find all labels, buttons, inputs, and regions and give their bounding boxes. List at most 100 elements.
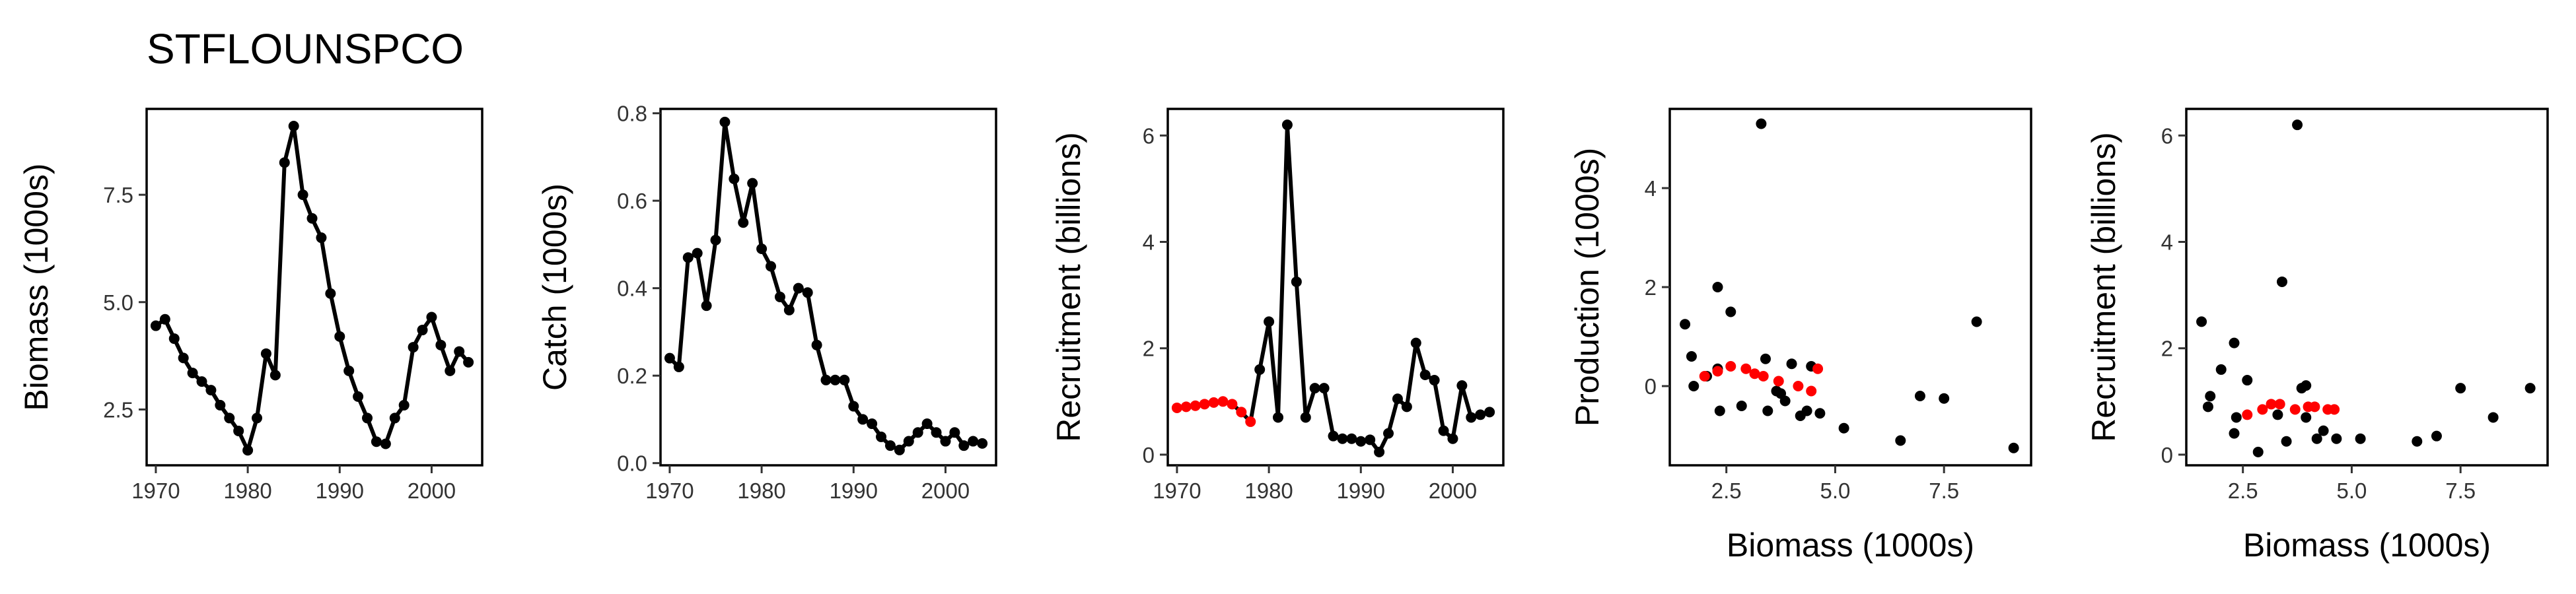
y-tick-label: 2 (1645, 275, 1657, 300)
data-point (1466, 412, 1477, 423)
y-tick-label: 0.4 (617, 277, 647, 301)
data-point (756, 244, 768, 255)
data-point (2229, 337, 2240, 348)
data-point (2301, 380, 2312, 391)
x-tick-label: 1980 (223, 478, 271, 503)
x-tick-label: 5.0 (2336, 478, 2367, 503)
data-point (2252, 446, 2264, 457)
biomass-timeseries-panel: 1970 1980 1990 2000 2.5 5.0 7.5 Biomass (1000s) (18, 108, 483, 503)
data-point (793, 282, 804, 294)
data-point (288, 121, 299, 132)
x-tick-label: 1980 (737, 478, 785, 503)
data-point (2524, 383, 2536, 394)
data-point (1273, 412, 1284, 423)
data-point (1688, 381, 1699, 391)
highlight-point (2274, 399, 2285, 410)
highlight-point (1712, 366, 1723, 377)
highlight-point (1245, 416, 1256, 427)
y-tick-label: 0.0 (617, 451, 647, 476)
highlight-point (1217, 396, 1229, 407)
data-point (325, 288, 336, 299)
series-line (153, 124, 471, 453)
data-point (2272, 409, 2283, 420)
data-point (1736, 401, 1747, 411)
y-tick-label: 4 (1143, 230, 1155, 254)
y-axis-label: Recruitment (billions) (2085, 132, 2122, 442)
highlight-point (1725, 361, 1736, 372)
data-point (894, 444, 905, 455)
y-axis-label: Catch (1000s) (536, 183, 573, 391)
data-point (958, 440, 970, 451)
recruitment-vs-biomass-panel: 2.5 5.0 7.5 0 2 4 6 Recruitment (billions) Bioma… (2085, 108, 2549, 564)
highlight-point (1749, 368, 1760, 380)
data-point (867, 418, 878, 430)
highlight-point (1793, 381, 1804, 391)
data-point (150, 320, 161, 331)
panel-frame (659, 108, 997, 467)
highlight-point (1699, 371, 1710, 381)
highlight-point (1227, 399, 1238, 410)
panel-frame (145, 108, 483, 467)
data-point (463, 356, 474, 368)
data-point (362, 412, 373, 424)
data-point (2215, 364, 2227, 375)
highlight-point (1758, 371, 1769, 381)
x-tick-label: 5.0 (1820, 478, 1850, 503)
data-point (343, 365, 355, 376)
data-point (1309, 383, 1320, 394)
highlight-point (1773, 376, 1784, 387)
data-point (435, 339, 447, 350)
data-point (1475, 409, 1486, 420)
data-point (1484, 407, 1495, 418)
data-point (2242, 375, 2253, 386)
y-tick-label: 2 (2161, 337, 2173, 361)
data-point (1300, 412, 1311, 423)
data-point (1346, 433, 1357, 444)
data-point (196, 376, 207, 387)
data-point (2008, 442, 2019, 453)
x-tick-label: 2000 (1429, 478, 1477, 503)
catch-timeseries-panel: 1970 1980 1990 2000 0.0 0.2 0.4 0.6 0.8 Catch (10… (536, 102, 997, 503)
data-point (1756, 118, 1767, 129)
panel-frame (1166, 108, 1505, 467)
y-axis-label: Biomass (1000s) (18, 163, 55, 411)
chart-title: STFLOUNSPCO (147, 25, 464, 73)
highlight-point (1199, 399, 1210, 410)
data-point (2355, 433, 2366, 444)
highlight-point (2309, 401, 2320, 412)
x-tick-label: 2000 (921, 478, 970, 503)
data-point (811, 339, 822, 350)
data-point (1914, 391, 1925, 401)
data-point (269, 370, 281, 381)
data-point (1337, 433, 1348, 444)
data-point (1680, 319, 1691, 330)
data-point (242, 445, 254, 456)
data-point (903, 436, 914, 447)
x-tick-label: 1970 (1153, 478, 1201, 503)
data-point (353, 391, 364, 402)
data-point (2229, 428, 2240, 439)
data-point (306, 213, 318, 224)
data-point (2301, 412, 2312, 423)
data-point (783, 304, 795, 315)
x-tick-label: 1970 (131, 478, 180, 503)
data-point (682, 252, 694, 263)
recruitment-timeseries-panel: 1970 1980 1990 2000 0 2 4 6 Recruitment (billion… (1050, 108, 1505, 503)
highlight-point (1236, 407, 1247, 418)
data-point (876, 431, 887, 442)
data-point (1281, 119, 1293, 131)
data-point (664, 352, 675, 364)
data-point (1264, 316, 1275, 327)
data-point (2231, 412, 2242, 423)
data-point (1429, 375, 1440, 386)
data-point (884, 440, 896, 451)
data-point (802, 287, 813, 298)
data-point (408, 342, 419, 353)
y-tick-label: 0.2 (617, 364, 647, 388)
data-point (1383, 428, 1394, 439)
data-point (334, 331, 345, 342)
data-point (1328, 430, 1339, 442)
data-point (224, 412, 235, 424)
highlight-point (1812, 363, 1824, 374)
